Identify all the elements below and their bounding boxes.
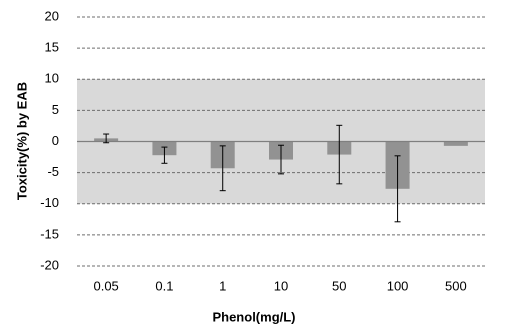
error-bar [336, 124, 343, 185]
x-tick-label: 100 [387, 278, 409, 293]
x-tick-label: 50 [332, 278, 346, 293]
error-bar [219, 145, 226, 192]
y-tick-label: 20 [45, 8, 59, 23]
y-tick-label: -15 [40, 226, 59, 241]
y-tick-label: -5 [47, 164, 59, 179]
y-tick-label: 5 [52, 102, 59, 117]
y-tick-label: 15 [45, 40, 59, 55]
x-tick-label: 1 [219, 278, 226, 293]
y-tick-label: 10 [45, 71, 59, 86]
error-bar [161, 146, 168, 164]
x-tick-label: 10 [274, 278, 288, 293]
error-bar [278, 144, 284, 175]
error-bar [394, 155, 401, 223]
x-tick-label: 0.1 [155, 278, 173, 293]
x-tick-label: 500 [445, 278, 467, 293]
y-tick-label: 0 [52, 133, 59, 148]
y-tick-label: -10 [40, 195, 59, 210]
y-axis-title: Toxicity(%) by EAB [14, 82, 29, 200]
y-tick-label: -20 [40, 257, 59, 272]
x-axis-title: Phenol(mg/L) [212, 309, 295, 324]
x-tick-label: 0.05 [93, 278, 118, 293]
bar [443, 141, 468, 146]
error-bar [103, 133, 110, 144]
